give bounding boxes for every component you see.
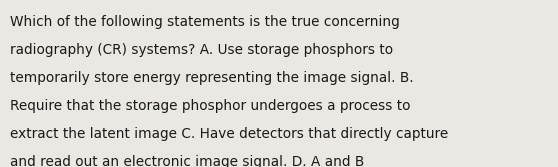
Text: radiography (CR) systems? A. Use storage phosphors to: radiography (CR) systems? A. Use storage… (10, 43, 393, 57)
Text: temporarily store energy representing the image signal. B.: temporarily store energy representing th… (10, 71, 413, 85)
Text: extract the latent image C. Have detectors that directly capture: extract the latent image C. Have detecto… (10, 127, 448, 141)
Text: Which of the following statements is the true concerning: Which of the following statements is the… (10, 15, 400, 29)
Text: and read out an electronic image signal. D. A and B: and read out an electronic image signal.… (10, 155, 364, 167)
Text: Require that the storage phosphor undergoes a process to: Require that the storage phosphor underg… (10, 99, 411, 113)
